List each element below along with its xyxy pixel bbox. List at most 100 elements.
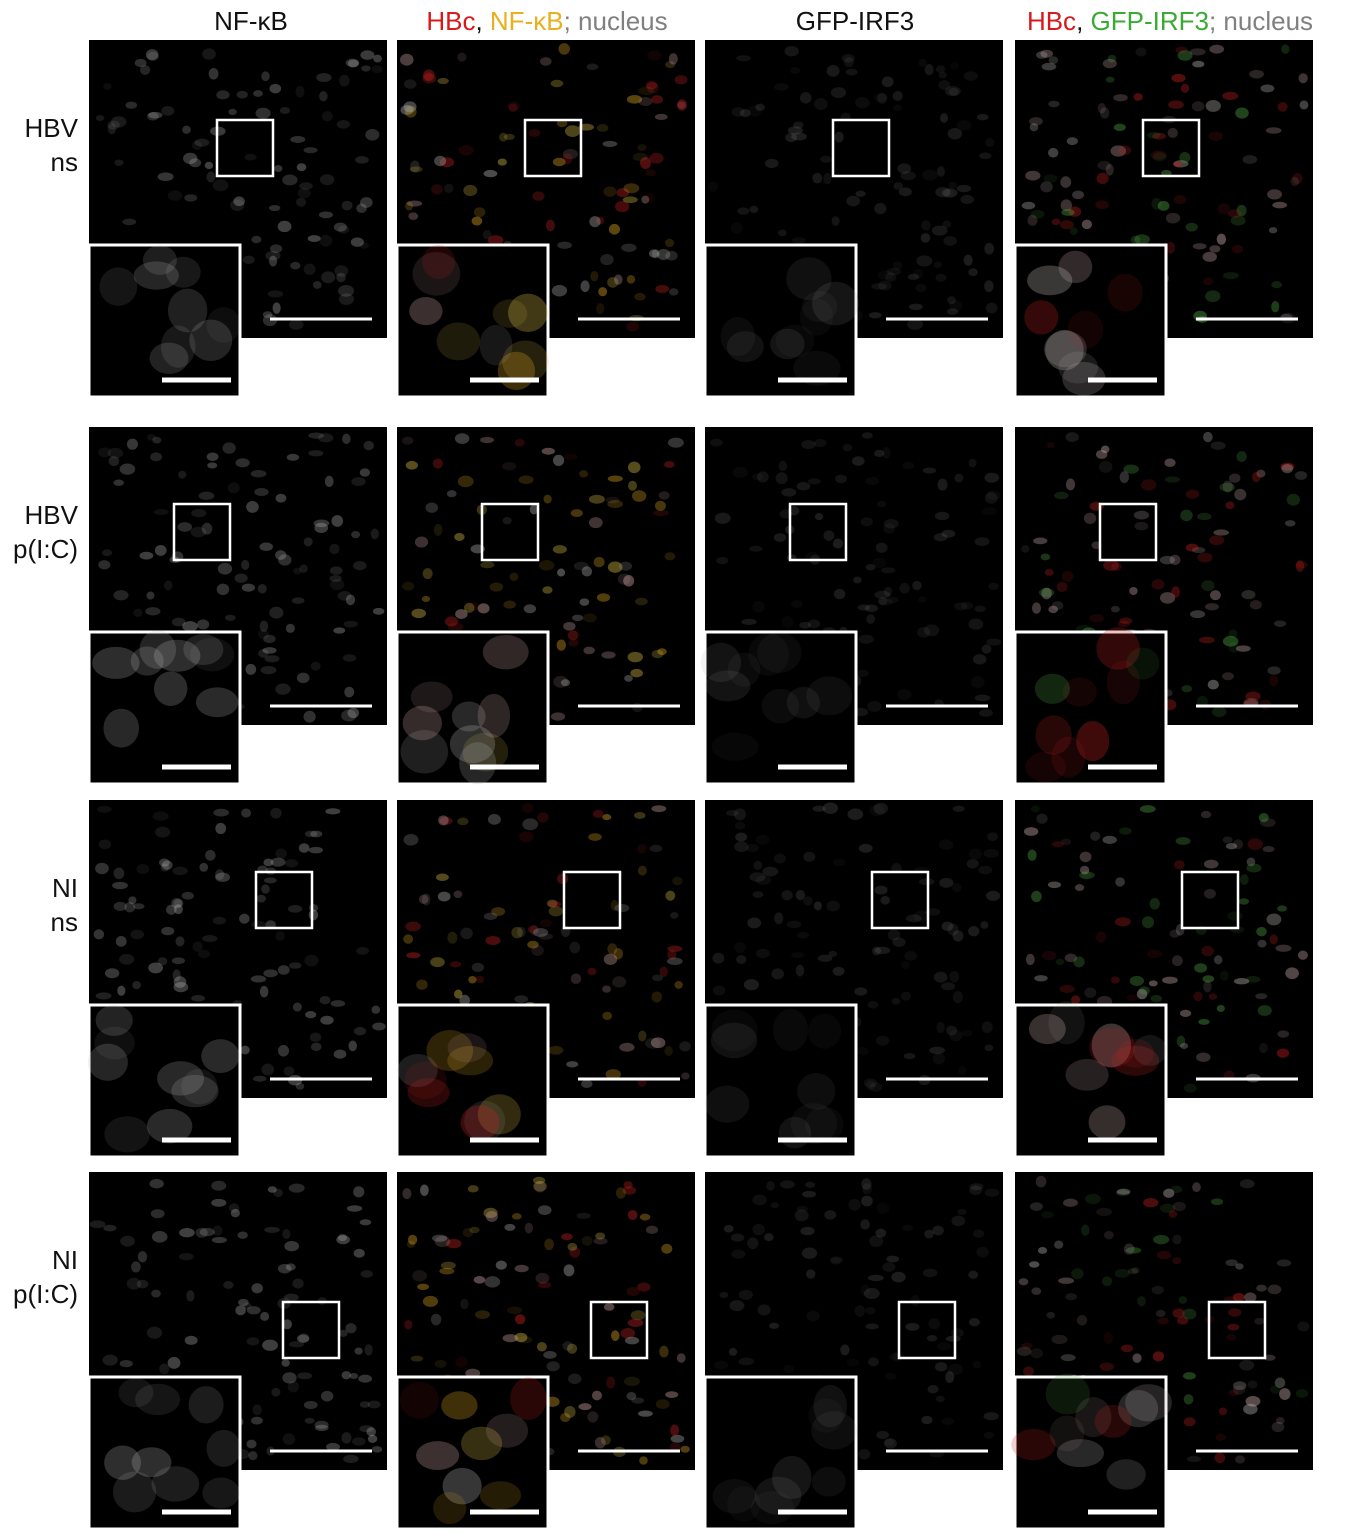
cell	[205, 850, 216, 861]
cell	[579, 598, 589, 606]
cell	[882, 77, 894, 88]
cell	[651, 95, 663, 104]
cell	[1186, 223, 1198, 232]
cell	[899, 187, 912, 196]
cell	[823, 530, 834, 541]
cell	[957, 1209, 966, 1215]
cell	[1153, 1235, 1169, 1244]
cell	[1184, 1394, 1194, 1404]
cell	[486, 936, 501, 945]
cell	[846, 69, 858, 76]
cell	[273, 302, 281, 313]
cell	[342, 434, 351, 444]
column-header: HBc, GFP-IRF3; nucleus	[1027, 6, 1313, 36]
cell	[138, 1251, 147, 1262]
cell	[251, 470, 267, 477]
cell	[202, 935, 217, 942]
inset-cell	[1068, 310, 1104, 348]
cell	[1067, 137, 1078, 145]
header-part: GFP-IRF3	[796, 6, 914, 36]
cell	[921, 220, 931, 230]
cell	[1205, 290, 1220, 302]
cell	[202, 48, 216, 59]
cell	[486, 1211, 498, 1222]
cell	[602, 1012, 612, 1020]
row-label: p(I:C)	[13, 534, 78, 564]
cell	[1249, 70, 1264, 79]
inset-cell	[1065, 1059, 1108, 1091]
cell	[1254, 1318, 1264, 1325]
cell	[1103, 836, 1117, 844]
cell	[1166, 213, 1181, 224]
cell	[869, 805, 884, 816]
cell	[289, 1341, 304, 1347]
cell	[602, 985, 611, 992]
cell	[1223, 837, 1233, 844]
cell	[1103, 59, 1117, 69]
cell	[1241, 590, 1255, 599]
cell	[548, 901, 561, 907]
cell	[286, 624, 295, 633]
cell	[902, 1225, 913, 1231]
inset-cell	[99, 267, 137, 305]
cell	[164, 581, 172, 590]
cell	[847, 809, 863, 820]
cell	[490, 582, 504, 591]
cell	[245, 664, 256, 675]
cell	[1225, 501, 1234, 509]
cell	[1267, 913, 1282, 925]
cell	[251, 1283, 262, 1293]
cell	[1271, 281, 1282, 288]
cell	[282, 1229, 290, 1239]
cell	[716, 557, 728, 564]
cell	[503, 601, 516, 609]
cell	[973, 654, 986, 664]
cell	[207, 462, 217, 468]
cell	[354, 1027, 366, 1035]
inset-cell	[441, 1391, 477, 1419]
cell	[1104, 1231, 1114, 1240]
cell	[354, 1347, 362, 1354]
cell	[677, 1353, 686, 1363]
cell	[1038, 1247, 1047, 1254]
cell	[1165, 476, 1180, 482]
cell	[587, 64, 599, 71]
cell	[342, 1371, 351, 1379]
cell	[907, 319, 923, 330]
cell	[1041, 554, 1050, 561]
cell	[1113, 94, 1127, 101]
cell	[1030, 123, 1039, 131]
cell	[1121, 1345, 1133, 1353]
cell	[341, 1432, 351, 1444]
cell	[1147, 950, 1162, 959]
cell	[680, 1446, 689, 1453]
cell	[263, 969, 277, 977]
cell	[616, 1187, 626, 1198]
cell	[1220, 971, 1229, 981]
cell	[275, 931, 285, 941]
cell	[454, 533, 464, 541]
cell	[1275, 945, 1291, 952]
cell	[289, 1183, 305, 1192]
cell	[199, 863, 208, 872]
cell	[131, 1261, 141, 1272]
cell	[480, 437, 494, 443]
cell	[952, 883, 962, 893]
cell	[1258, 940, 1267, 948]
cell	[1193, 243, 1207, 249]
cell	[928, 1318, 940, 1329]
cell	[356, 203, 367, 213]
cell	[857, 1047, 868, 1056]
cell	[1048, 148, 1058, 158]
cell	[1048, 101, 1059, 108]
cell	[861, 518, 873, 527]
cell	[225, 615, 236, 621]
cell	[484, 913, 498, 920]
cell	[1025, 171, 1040, 181]
cell	[729, 1348, 737, 1356]
cell	[582, 1236, 593, 1246]
micrograph-panel	[705, 800, 1003, 1157]
cell	[971, 676, 985, 688]
cell	[1285, 967, 1299, 979]
cell	[909, 304, 923, 310]
